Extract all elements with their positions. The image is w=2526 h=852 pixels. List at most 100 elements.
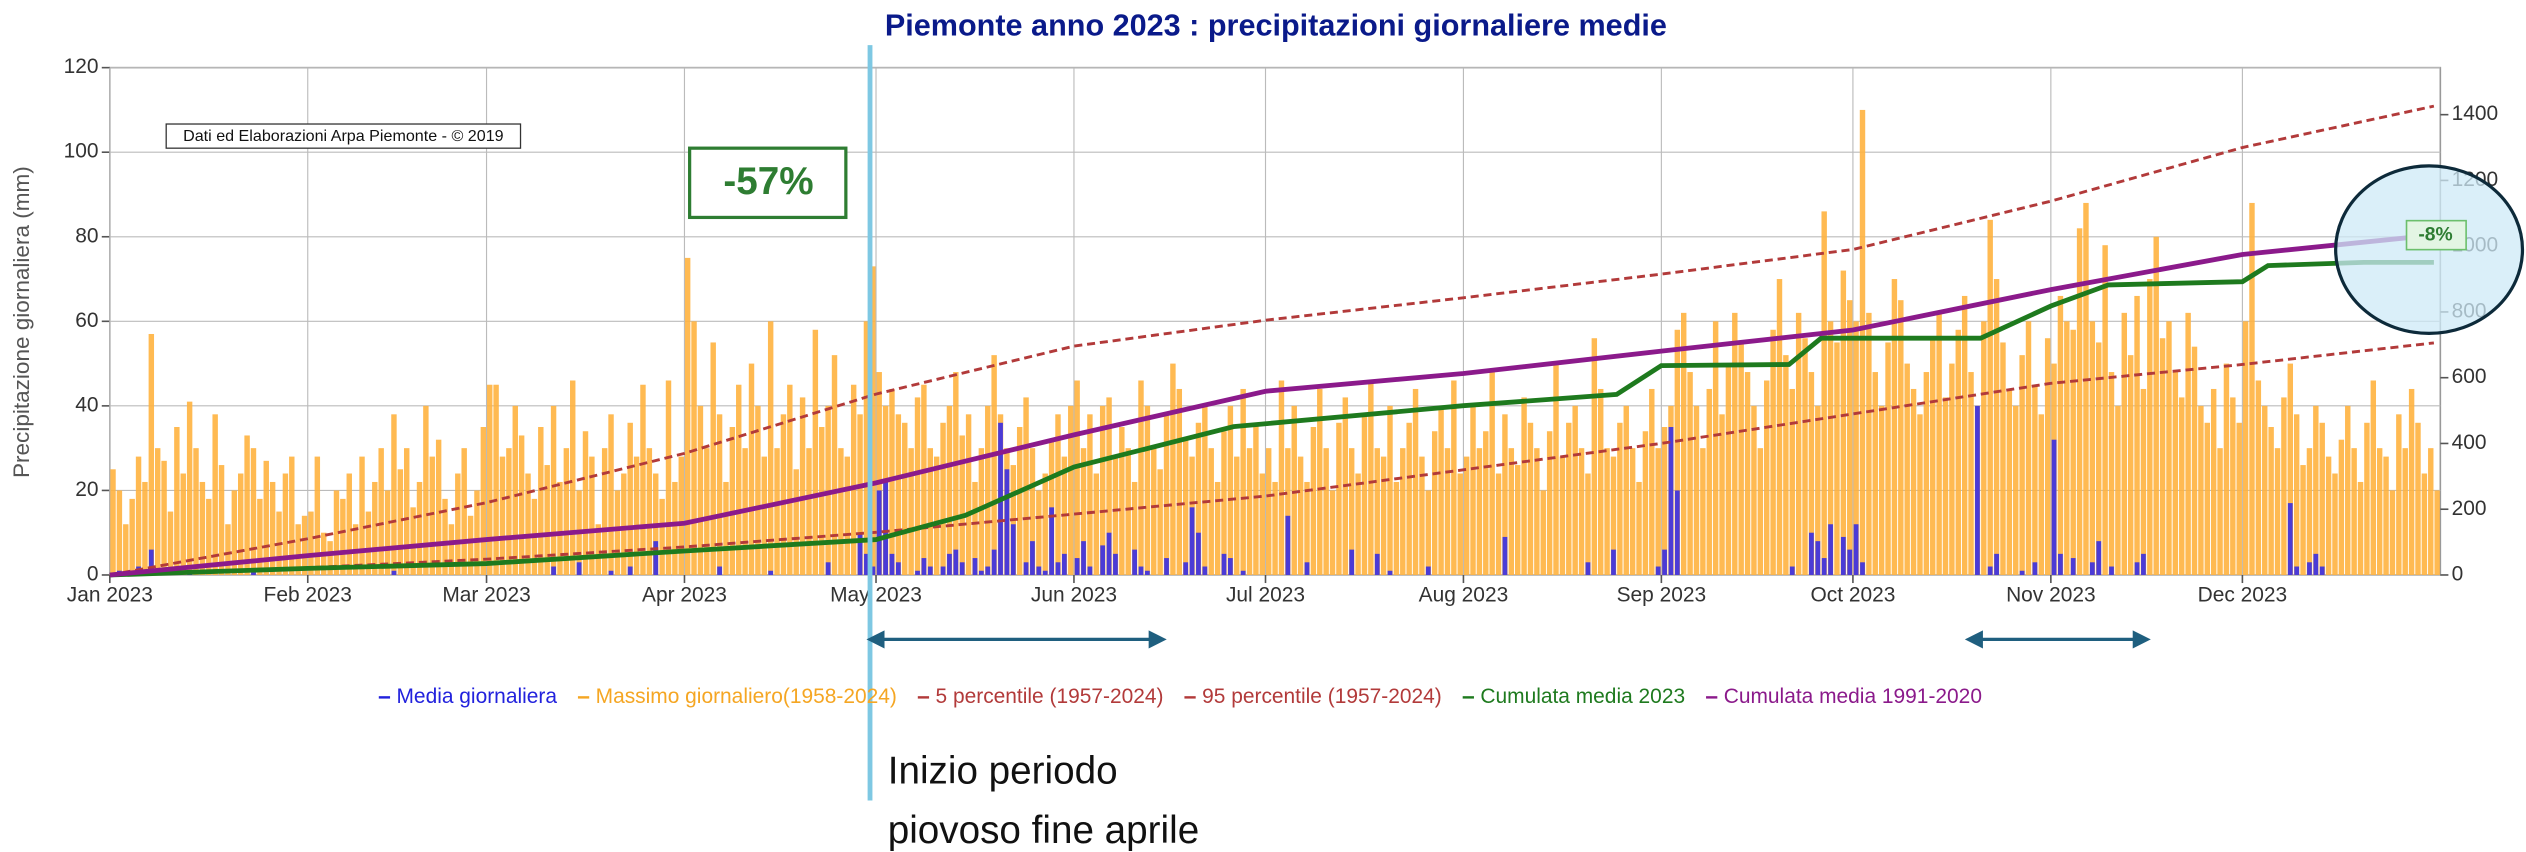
bar [1087,414,1093,575]
y-tick-label: 40 [75,393,98,416]
bar [570,380,576,575]
bar [748,363,755,575]
y2-tick-label: 0 [2452,563,2464,586]
bar [397,469,404,575]
bar [1489,372,1495,575]
y2-tick-label: 600 [2452,365,2487,388]
bar [2057,295,2064,575]
bar [1182,439,1189,575]
bar [2274,448,2281,575]
legend-label: 5 percentile (1957-2024) [936,685,1164,708]
bar [1828,524,1833,575]
bar [391,570,397,575]
bar [1514,465,1521,575]
bar [1349,549,1355,575]
bar [1866,312,1872,575]
bar [1949,363,1955,575]
bar [2338,439,2345,575]
bar [1712,321,1719,575]
bar [1144,570,1150,575]
bar [2134,562,2140,575]
bar [1700,448,1706,575]
bar [1380,456,1387,575]
bar [825,405,831,575]
x-tick-label: Aug 2023 [1419,583,1509,606]
bar [978,570,984,575]
bar [2000,342,2006,575]
bar [633,456,640,575]
bar [372,481,378,575]
bar [1834,342,1840,575]
bar [614,490,621,575]
bar [282,473,289,575]
bar [1138,566,1144,575]
bar [729,427,736,575]
bar [384,490,391,575]
bar [110,469,116,575]
bar [2064,321,2070,575]
bar [2383,456,2389,575]
bar [2415,422,2421,575]
bar [2096,541,2102,575]
bar [193,448,199,575]
bar [1425,490,1432,575]
bar [819,427,825,575]
bar [767,321,774,575]
legend-label: 95 percentile (1957-2024) [1202,685,1442,708]
bar [914,397,921,575]
bar [2408,388,2415,575]
annotation-box [2405,219,2467,251]
bar [1368,380,1374,575]
bar [1112,456,1119,575]
bar [1151,448,1157,575]
bar [1725,363,1732,575]
bar [2236,422,2242,575]
bar [1451,380,1457,575]
bar [2070,329,2076,575]
bar [608,414,614,575]
bar [525,473,531,575]
legend-label: Media giornaliera [397,685,558,708]
bar [1508,448,1515,575]
bar [959,435,965,575]
bar [2223,363,2230,575]
bar [1202,405,1208,575]
bar [148,333,155,575]
line [109,341,2435,577]
bar [601,448,608,575]
bar [953,372,959,575]
y-tick-label: 80 [75,224,98,247]
bar [863,321,870,575]
bar [768,570,774,575]
bar [1566,422,1572,575]
bar [1246,448,1253,575]
bar [1942,397,1949,575]
bar [991,549,997,575]
bar [474,490,480,575]
bar [2191,346,2198,575]
bar [2166,321,2172,575]
bar [1611,549,1616,575]
bar [774,448,780,575]
bar [448,524,455,575]
bar [2198,405,2204,575]
bar [978,448,985,575]
bar [1470,405,1476,575]
bar [723,481,729,575]
bar [2134,295,2140,575]
bar [1119,427,1125,575]
bar [1534,448,1540,575]
annotation: -8% [2418,224,2452,245]
bar [1776,279,1783,575]
bar [1757,448,1764,575]
bar [850,384,857,575]
bar [1170,363,1176,575]
annotation-box [688,146,848,220]
bar [550,405,557,575]
bar [1878,405,1885,575]
bar [2402,448,2408,575]
bar [1770,329,1776,575]
bar [1693,405,1700,575]
x-tick-label: Nov 2023 [2006,583,2096,606]
y2-tick-label: 400 [2452,431,2487,454]
